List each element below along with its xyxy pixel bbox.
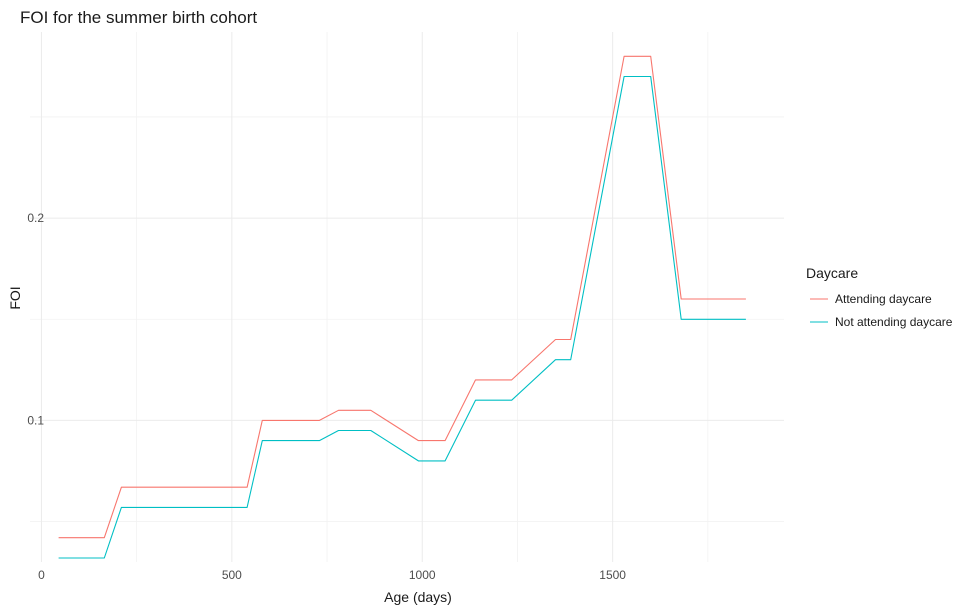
- legend-title: Daycare: [806, 265, 858, 281]
- x-tick-label: 1500: [599, 568, 626, 582]
- legend-label-not-attending: Not attending daycare: [835, 315, 953, 329]
- legend-label-attending: Attending daycare: [835, 292, 932, 306]
- series-layer: [58, 55, 746, 559]
- y-tick-label: 0.1: [27, 413, 44, 427]
- series-line-attending: [58, 55, 746, 539]
- x-axis-label: Age (days): [384, 589, 452, 605]
- legend: Daycare Attending daycare Not attending …: [806, 265, 953, 329]
- y-tick-label: 0.2: [27, 211, 44, 225]
- series-line-not-attending: [58, 75, 746, 559]
- x-tick-label: 1000: [409, 568, 436, 582]
- grid: [30, 32, 784, 562]
- y-axis-label: FOI: [7, 286, 23, 309]
- x-axis-ticks: 0 500 1000 1500: [38, 568, 626, 582]
- x-tick-label: 0: [38, 568, 45, 582]
- y-axis-ticks: 0.1 0.2: [27, 211, 44, 427]
- chart-title: FOI for the summer birth cohort: [20, 8, 257, 27]
- x-tick-label: 500: [222, 568, 242, 582]
